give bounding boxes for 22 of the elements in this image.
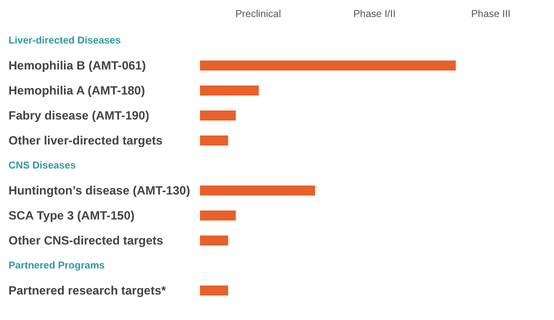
bar [200, 286, 228, 296]
y-tick-label: Fabry disease (AMT-190) [8, 108, 150, 122]
y-tick-label: Liver-directed Diseases [8, 36, 122, 46]
y-tick-label: Partnered Programs [8, 260, 106, 272]
bar [200, 136, 228, 146]
bar [200, 210, 236, 220]
bar [200, 60, 456, 70]
bar [200, 110, 236, 120]
y-tick-label: Hemophilia A (AMT-180) [8, 84, 145, 98]
text: Phase I/II [353, 9, 396, 20]
y-tick-label: CNS Diseases [8, 160, 76, 172]
y-tick-label: Hemophilia B (AMT-061) [8, 58, 146, 72]
bar [200, 86, 259, 96]
y-tick-label: Other CNS-directed targets [8, 234, 164, 248]
bar [200, 236, 228, 246]
text: Preclinical [235, 9, 281, 20]
bar [200, 186, 316, 196]
y-tick-label: Other liver-directed targets [8, 134, 163, 148]
y-tick-label: SCA Type 3 (AMT-150) [8, 208, 135, 222]
text: Phase III [471, 9, 511, 20]
y-tick-label: Huntington’s disease (AMT-130) [8, 184, 190, 198]
y-tick-label: Partnered research targets* [8, 284, 166, 298]
